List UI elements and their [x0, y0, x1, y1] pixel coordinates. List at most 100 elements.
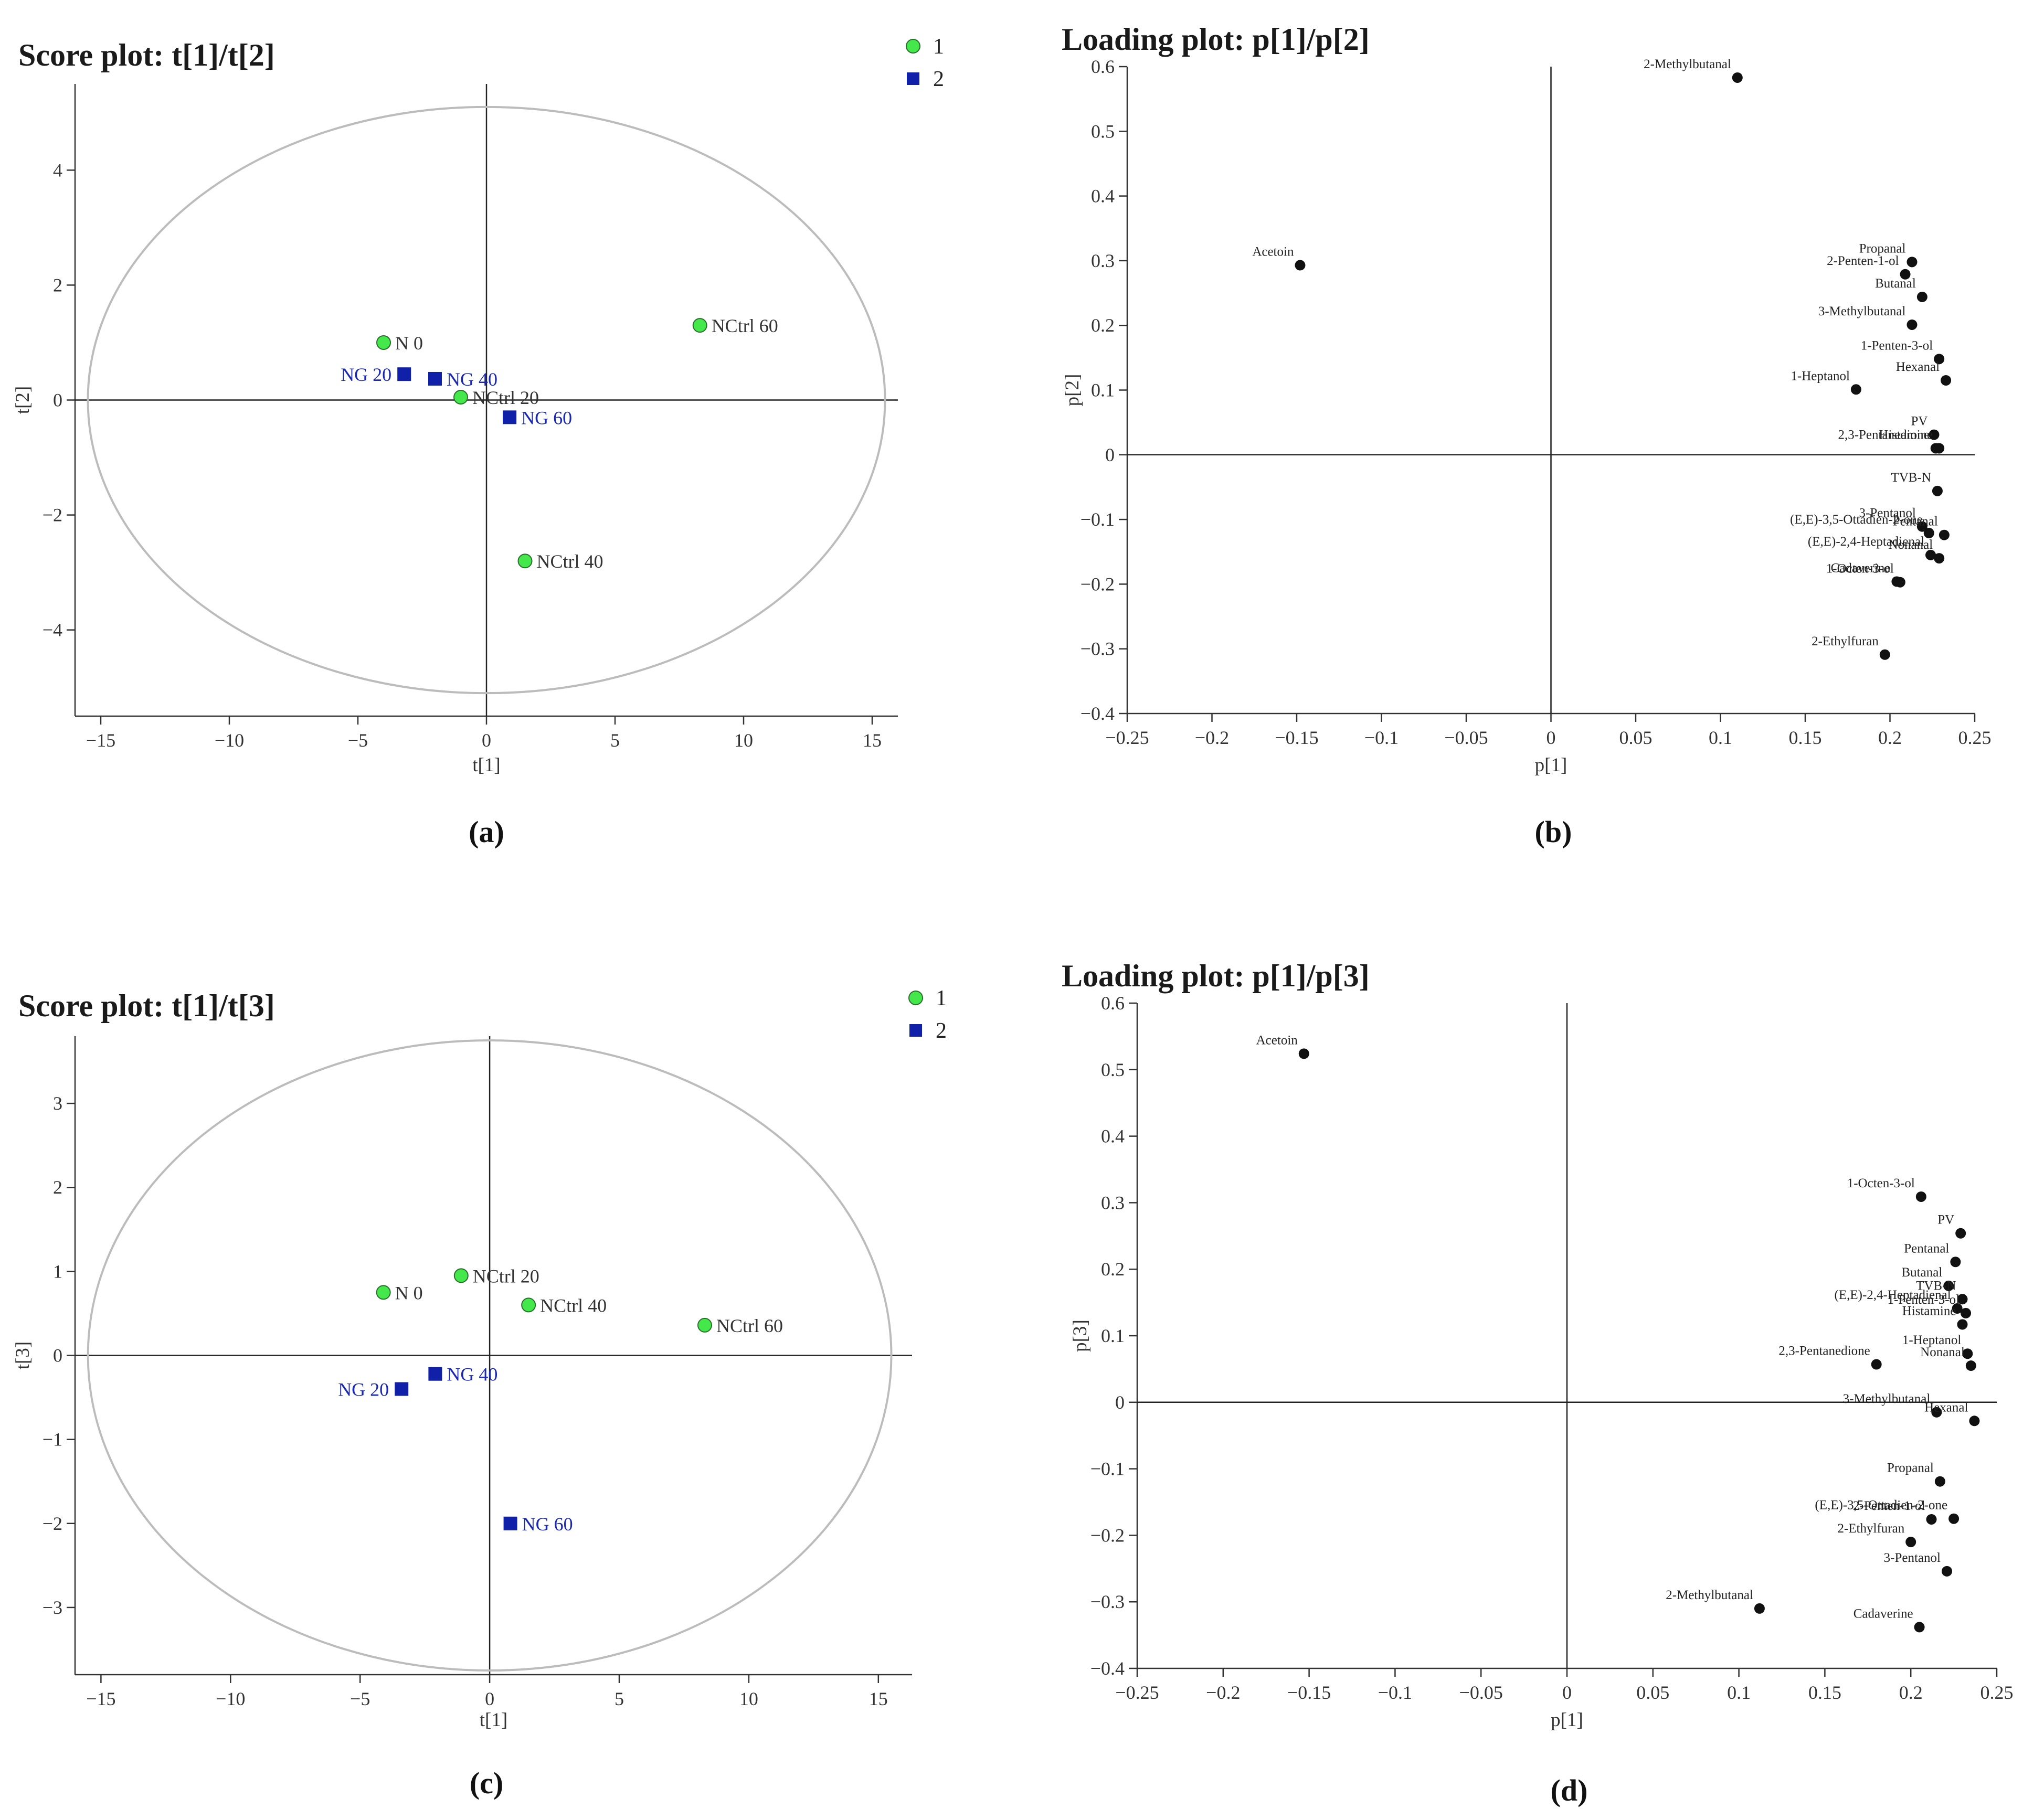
loading-point [1923, 527, 1934, 538]
loading-point-label: 2-Methylbutanal [1666, 1588, 1753, 1602]
loading-point [1939, 529, 1950, 540]
x-tick-label: 5 [615, 1688, 624, 1709]
loading-point-label: 2-Ethylfuran [1812, 634, 1879, 648]
loading-point [1879, 649, 1890, 660]
y-tick-label: −0.2 [1090, 1525, 1125, 1546]
y-tick-label: −0.1 [1090, 1459, 1125, 1480]
loading-point [1929, 429, 1940, 440]
point-label: N 0 [395, 1282, 423, 1303]
y-tick-label: 1 [53, 1261, 62, 1282]
y-tick-label: −0.3 [1081, 638, 1115, 659]
score-point-circle [453, 390, 468, 405]
loading-point [1754, 1603, 1765, 1614]
x-tick-label: 15 [863, 730, 882, 751]
point-label: NCtrl 60 [716, 1315, 783, 1336]
point-label: NG 40 [447, 369, 497, 390]
x-axis-label: t[1] [480, 1709, 507, 1731]
loading-point [1926, 1514, 1937, 1525]
chart-panel-3: Score plot: t[1]/t[3]−15 −10 −5 0 5 10 15−3−2−… [12, 986, 947, 1800]
x-tick-label: 0.2 [1878, 727, 1902, 748]
loading-point [1934, 354, 1945, 365]
loading-point-label: 3-Methylbutanal [1818, 304, 1906, 318]
legend-entry-label: 2 [936, 1019, 947, 1043]
x-tick-label: −0.25 [1105, 727, 1149, 748]
y-tick-label: 4 [53, 159, 62, 180]
x-tick-label: 0.25 [1958, 727, 1992, 748]
loading-point-label: PV [1937, 1213, 1954, 1227]
loading-point [1943, 1280, 1954, 1291]
x-tick-label: 15 [869, 1688, 888, 1709]
point-label: N 0 [395, 333, 423, 354]
loading-point-label: Nonanal [1888, 538, 1933, 552]
legend-entry-label: 2 [933, 67, 944, 91]
chart-title: Score plot: t[1]/t[3] [18, 988, 275, 1023]
loading-point-label: 2-Penten-1-ol [1827, 254, 1899, 268]
loading-point-label: PV [1911, 414, 1928, 429]
point-label: NCtrl 40 [540, 1295, 607, 1316]
y-axis-label: p[2] [1062, 374, 1083, 407]
loading-point [1925, 549, 1936, 560]
x-tick-label: 0 [1562, 1682, 1572, 1703]
y-tick-label: 0 [1115, 1392, 1125, 1413]
point-label: NG 20 [341, 364, 391, 385]
score-point-square [397, 367, 411, 381]
y-tick-label: 0.5 [1091, 121, 1115, 142]
loading-point [1732, 72, 1743, 83]
y-tick-label: 0.5 [1101, 1059, 1125, 1080]
loading-point-label: (E,E)-3,5-Ottadien-2-one [1815, 1498, 1947, 1513]
y-tick-label: 0.4 [1091, 186, 1115, 207]
loading-point-label: TVB-N [1916, 1279, 1956, 1293]
loading-point-label: 2-Penten-1-ol [1853, 1499, 1925, 1513]
y-axis-label: t[3] [12, 1342, 34, 1369]
y-tick-label: −3 [43, 1597, 62, 1618]
chart-title: Loading plot: p[1]/p[2] [1062, 22, 1370, 57]
point-label: NCtrl 40 [537, 551, 603, 572]
panel-label: (a) [469, 815, 504, 849]
loading-point-label: Acetoin [1256, 1033, 1298, 1047]
score-point-circle [453, 1268, 469, 1283]
confidence-ellipse [87, 105, 886, 695]
y-tick-label: −2 [43, 505, 62, 526]
score-point-square [395, 1382, 409, 1396]
x-tick-label: −15 [86, 730, 115, 751]
loading-point-label: Butanal [1875, 276, 1916, 291]
loading-point [1955, 1228, 1966, 1239]
x-tick-label: 0 [485, 1688, 494, 1709]
loading-point-label: (E,E)-2,4-Heptadienal [1835, 1288, 1951, 1302]
loading-point [1295, 260, 1306, 271]
loading-point [1952, 1303, 1963, 1314]
loading-point-label: 1-Octen-3-ol [1847, 1176, 1915, 1190]
y-tick-label: 0 [53, 390, 62, 411]
chart-panel-4: Loading plot: p[1]/p[3] −0.25 −0.2 −0.15 −0.… [1062, 959, 2014, 1807]
y-tick-label: −0.4 [1090, 1658, 1125, 1679]
loading-point [1907, 319, 1918, 330]
x-tick-label: 0.15 [1808, 1682, 1841, 1703]
x-tick-label: 0.05 [1636, 1682, 1669, 1703]
loading-point-label: Pentanal [1904, 1241, 1949, 1255]
y-tick-label: −0.1 [1081, 509, 1115, 530]
loading-point [1948, 1513, 1960, 1524]
x-tick-label: −0.2 [1206, 1682, 1240, 1703]
y-tick-label: 0 [1105, 444, 1115, 465]
loading-point [1931, 1407, 1942, 1418]
legend: 12 [908, 986, 947, 1043]
loading-point-label: 2-Ethylfuran [1837, 1521, 1904, 1536]
loading-point-label: 2,3-Pentanedione [1778, 1344, 1870, 1358]
loading-point-label: Pentanal [1893, 515, 1938, 529]
y-tick-label: 2 [53, 1177, 62, 1198]
x-tick-label: 5 [610, 730, 620, 751]
legend: 12 [906, 35, 944, 91]
loading-point-label: Acetoin [1252, 245, 1294, 259]
x-tick-label: 0.1 [1727, 1682, 1751, 1703]
legend-entry-label: 1 [933, 35, 944, 59]
x-tick-label: −0.15 [1275, 727, 1318, 748]
point-label: NG 60 [522, 1514, 573, 1535]
x-axis-label: t[1] [472, 754, 500, 776]
loading-point [1941, 375, 1952, 386]
x-tick-label: −0.05 [1459, 1682, 1503, 1703]
y-tick-label: 0.2 [1101, 1259, 1125, 1280]
x-tick-label: −0.25 [1115, 1682, 1159, 1703]
point-label: NCtrl 20 [473, 1265, 539, 1286]
legend-marker-square [909, 1024, 922, 1037]
